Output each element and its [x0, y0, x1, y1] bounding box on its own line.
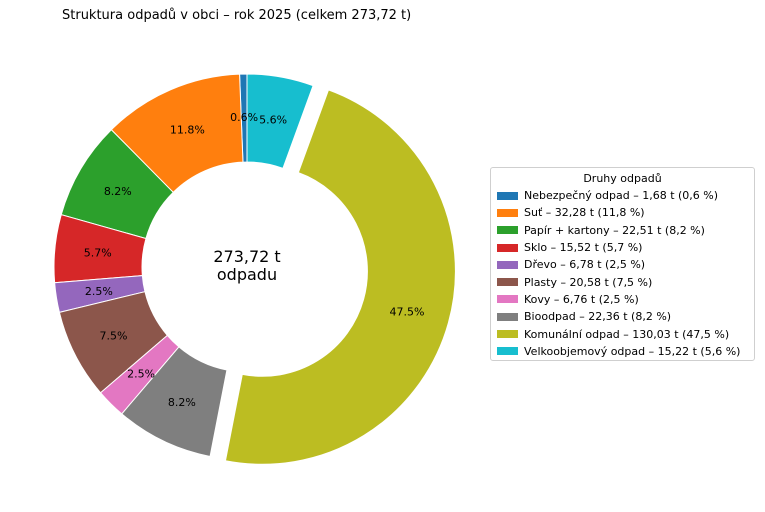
legend-label: Bioodpad – 22,36 t (8,2 %): [524, 310, 672, 324]
legend-title: Druhy odpadů: [583, 172, 662, 185]
chart-title: Struktura odpadů v obci – rok 2025 (celk…: [62, 8, 412, 23]
legend-swatch: [497, 347, 518, 356]
legend-label: Kovy – 6,76 t (2,5 %): [524, 292, 639, 306]
legend-label: Velkoobjemový odpad – 15,22 t (5,6 %): [524, 344, 741, 358]
legend-item: Plasty – 20,58 t (7,5 %): [497, 273, 748, 290]
legend-item: Nebezpečný odpad – 1,68 t (0,6 %): [497, 187, 748, 204]
legend-label: Sklo – 15,52 t (5,7 %): [524, 241, 643, 255]
legend-item: Komunální odpad – 130,03 t (47,5 %): [497, 325, 748, 342]
slice-percent-label: 0.6%: [230, 111, 258, 124]
legend-label: Komunální odpad – 130,03 t (47,5 %): [524, 327, 730, 341]
slice-percent-label: 47.5%: [389, 305, 424, 318]
legend-item: Kovy – 6,76 t (2,5 %): [497, 291, 748, 308]
legend-swatch: [497, 330, 518, 339]
slice-percent-label: 8.2%: [104, 185, 132, 198]
slice-percent-label: 8.2%: [168, 396, 196, 409]
legend-label: Suť – 32,28 t (11,8 %): [524, 206, 645, 220]
center-label-total: 273,72 t: [213, 247, 280, 266]
legend-swatch: [497, 208, 518, 217]
center-label-unit: odpadu: [217, 265, 277, 284]
legend-item: Papír + kartony – 22,51 t (8,2 %): [497, 222, 748, 239]
legend-item: Sklo – 15,52 t (5,7 %): [497, 239, 748, 256]
slice-8: [224, 89, 456, 465]
legend-swatch: [497, 312, 518, 321]
legend-swatch: [497, 260, 518, 269]
legend-swatch: [497, 243, 518, 252]
slice-percent-label: 5.6%: [259, 113, 287, 126]
slice-percent-label: 5.7%: [84, 247, 112, 260]
legend-label: Nebezpečný odpad – 1,68 t (0,6 %): [524, 189, 719, 203]
legend-label: Plasty – 20,58 t (7,5 %): [524, 275, 653, 289]
legend-swatch: [497, 226, 518, 235]
legend: Druhy odpadů Nebezpečný odpad – 1,68 t (…: [490, 167, 755, 361]
slice-9: [246, 73, 314, 169]
legend-item: Velkoobjemový odpad – 15,22 t (5,6 %): [497, 343, 748, 360]
legend-swatch: [497, 295, 518, 304]
legend-label: Dřevo – 6,78 t (2,5 %): [524, 258, 646, 272]
legend-swatch: [497, 191, 518, 200]
slice-percent-label: 2.5%: [127, 367, 155, 380]
slice-percent-label: 2.5%: [85, 285, 113, 298]
slice-percent-label: 11.8%: [170, 123, 205, 136]
slice-percent-label: 7.5%: [100, 329, 128, 342]
legend-item: Suť – 32,28 t (11,8 %): [497, 204, 748, 221]
legend-label: Papír + kartony – 22,51 t (8,2 %): [524, 223, 705, 237]
legend-swatch: [497, 278, 518, 287]
legend-item: Dřevo – 6,78 t (2,5 %): [497, 256, 748, 273]
slice-7: [121, 346, 228, 458]
legend-item: Bioodpad – 22,36 t (8,2 %): [497, 308, 748, 325]
